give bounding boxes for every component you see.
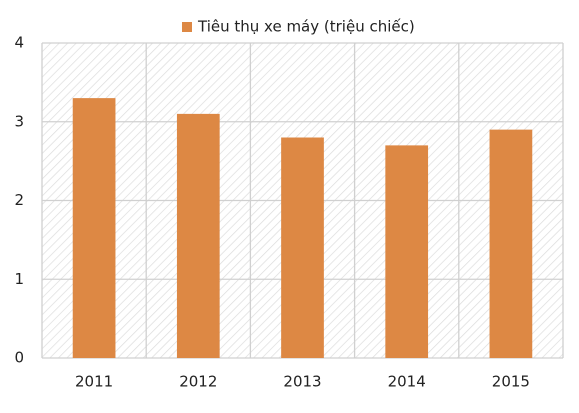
bar xyxy=(489,129,533,358)
y-tick-label: 0 xyxy=(14,349,24,367)
x-tick-label: 2012 xyxy=(179,373,217,391)
x-tick-label: 2011 xyxy=(75,373,113,391)
bar xyxy=(176,113,220,358)
x-tick-label: 2014 xyxy=(388,373,426,391)
x-tick-label: 2015 xyxy=(492,373,530,391)
x-tick-label: 2013 xyxy=(283,373,321,391)
legend-swatch xyxy=(182,22,192,32)
bar xyxy=(385,145,429,358)
y-tick-label: 1 xyxy=(14,270,24,288)
y-tick-label: 3 xyxy=(14,112,24,130)
y-tick-label: 4 xyxy=(14,34,24,52)
bar xyxy=(72,98,116,358)
bar xyxy=(281,137,324,358)
legend-label: Tiêu thụ xe máy (triệu chiếc) xyxy=(197,18,415,36)
y-tick-label: 2 xyxy=(14,191,24,209)
